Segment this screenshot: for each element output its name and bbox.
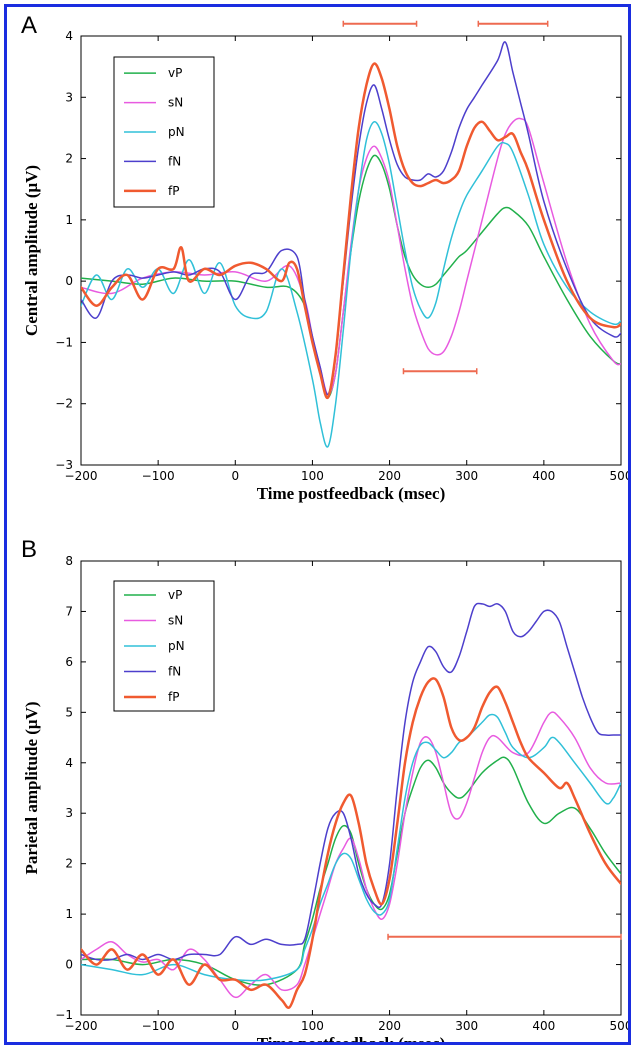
panel-b-ytick-label: −1	[55, 1008, 73, 1022]
panel-a-ylabel: Central amplitude (μV)	[22, 165, 41, 336]
panel-a-xtick-label: 0	[231, 469, 239, 483]
panel-b-xtick-label: 200	[378, 1019, 401, 1033]
panel-a-axes-box	[80, 35, 622, 466]
panel-b-xtick-label: 0	[231, 1019, 239, 1033]
panel-a-legend-label-fn: fN	[168, 154, 181, 168]
panel-b-ytick-label: 2	[65, 857, 73, 871]
panel-b-axes-box	[80, 560, 622, 1016]
panel-a-ytick-label: −3	[55, 458, 73, 472]
panel-b-series-fp	[81, 677, 621, 1009]
panel-b-legend-label-vp: vP	[168, 588, 182, 602]
panel-b-series-pn	[81, 713, 621, 982]
panel-a-legend-label-fp: fP	[168, 184, 179, 198]
panel-a-legend-label-sn: sN	[168, 96, 183, 110]
panel-a-legend-label-pn: pN	[168, 125, 185, 139]
panel-b-letter: B	[21, 536, 37, 563]
panel-b-ytick-label: 4	[65, 756, 73, 770]
panel-a-ytick-label: 1	[65, 213, 73, 227]
panel-b-legend-label-fn: fN	[168, 664, 181, 678]
panel-b-series-group	[81, 602, 621, 1009]
panel-b-series-vp	[81, 756, 621, 986]
panel-b-xtick-label: −200	[65, 1019, 98, 1033]
panel-b-series-fn	[81, 602, 621, 961]
panel-b-legend-label-pn: pN	[168, 639, 185, 653]
panel-a-xtick-label: 400	[532, 469, 555, 483]
panel-a-ytick-label: −1	[55, 335, 73, 349]
panel-b-series-sn	[81, 711, 621, 999]
panel-b-ytick-label: 5	[65, 705, 73, 719]
panel-a-series-fp	[81, 62, 621, 400]
panel-a-legend: vP sN pN fN fP	[113, 56, 215, 208]
panel-a-series-group	[81, 41, 621, 448]
panel-b-xlabel: Time postfeedback (msec)	[257, 1034, 446, 1042]
panel-a-legend-label-vp: vP	[168, 66, 182, 80]
panel-a-ytick-label: 4	[65, 29, 73, 43]
panel-b-parietal: B −200 −100 0 100 200 300 400 500 −1 0 1 2 3 4 5 6 7 8 Time…	[21, 536, 632, 1053]
panel-a-series-pn	[81, 120, 621, 448]
panel-b-xtick-label: 300	[455, 1019, 478, 1033]
panel-b-xtick-label: 500	[610, 1019, 628, 1033]
panel-b-ytick-label: 8	[65, 554, 73, 568]
panel-a-ytick-label: 3	[65, 90, 73, 104]
panel-a-central: A −200 −100 0 100 200 300 400 500 −3 −2 −1 0 1 2 3 4 Time…	[21, 12, 632, 503]
panel-a-xtick-label: 100	[301, 469, 324, 483]
panel-b-ytick-label: 7	[65, 604, 73, 618]
panel-a-letter: A	[21, 12, 37, 39]
panel-a-xtick-label: −100	[142, 469, 175, 483]
panel-b-legend-label-fp: fP	[168, 690, 179, 704]
panel-b-ytick-label: 1	[65, 907, 73, 921]
figure-canvas: A−200−1000100200300400500−3−2−101234Time…	[21, 12, 632, 1053]
panel-b-ytick-label: 3	[65, 806, 73, 820]
panel-a-xtick-label: −200	[65, 469, 98, 483]
panel-a-ytick-label: −2	[55, 397, 73, 411]
panel-a-xtick-label: 200	[378, 469, 401, 483]
panel-b-xtick-label: −100	[142, 1019, 175, 1033]
panel-b-ylabel: Parietal amplitude (μV)	[22, 702, 41, 875]
panel-a-ytick-label: 0	[65, 274, 73, 288]
panel-b-xtick-label: 100	[301, 1019, 324, 1033]
panel-b-ytick-label: 0	[65, 958, 73, 972]
panel-b-legend: vP sN pN fN fP	[113, 580, 215, 712]
figure-frame: A−200−1000100200300400500−3−2−101234Time…	[4, 4, 632, 1053]
panel-a-xtick-label: 300	[455, 469, 478, 483]
panel-a-series-sn	[81, 117, 621, 396]
panel-b-xtick-label: 400	[532, 1019, 555, 1033]
panel-b-ytick-label: 6	[65, 655, 73, 669]
panel-a-xtick-label: 500	[610, 469, 628, 483]
panel-b-legend-label-sn: sN	[168, 614, 183, 628]
panel-a-ytick-label: 2	[65, 152, 73, 166]
panel-a-xlabel: Time postfeedback (msec)	[257, 484, 446, 503]
